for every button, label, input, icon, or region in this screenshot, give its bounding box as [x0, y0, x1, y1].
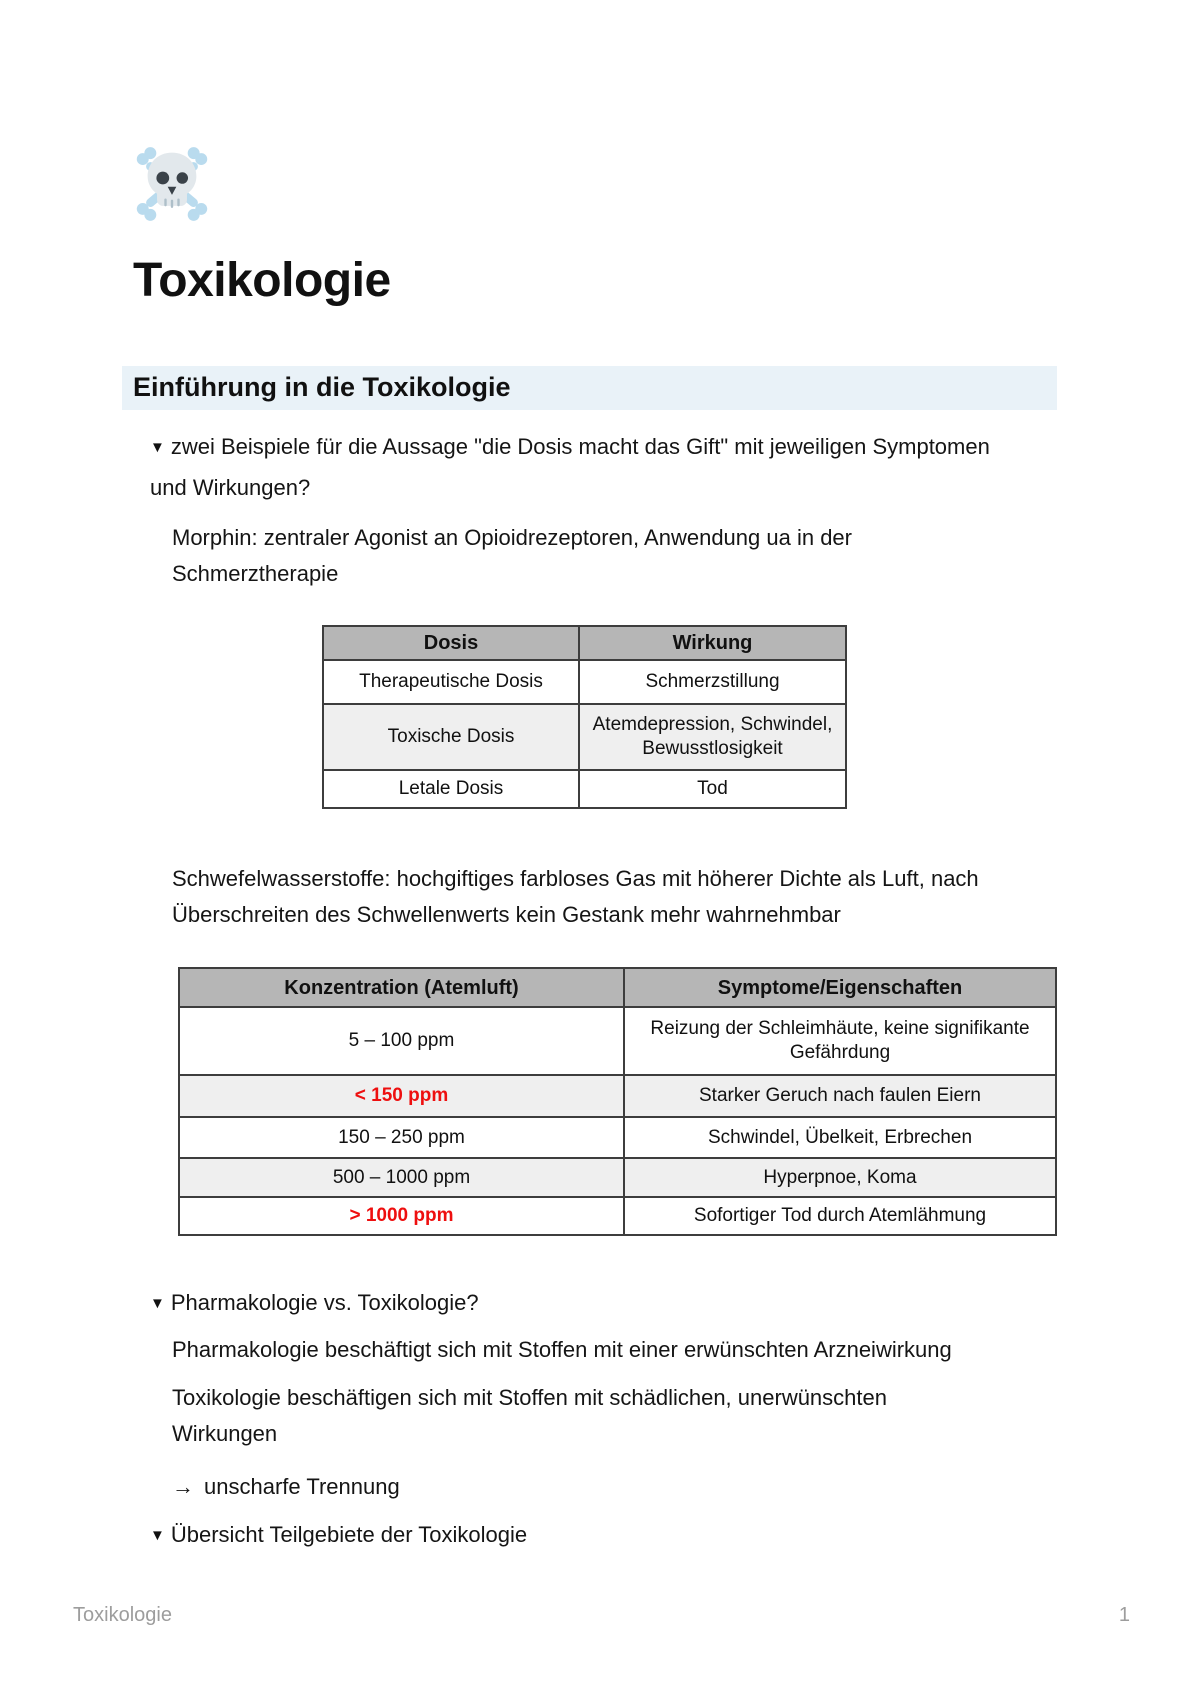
- table-cell: Schwindel, Übelkeit, Erbrechen: [623, 1116, 1057, 1159]
- table-row: Toxische Dosis Atemdepression, Schwindel…: [322, 703, 847, 771]
- table-cell: 150 – 250 ppm: [178, 1116, 625, 1159]
- footer-page-number: 1: [1118, 1604, 1130, 1626]
- table-row: > 1000 ppm Sofortiger Tod durch Atemlähm…: [178, 1196, 1057, 1236]
- table-cell: Schmerzstillung: [578, 659, 847, 705]
- table-cell-red-value: < 150 ppm: [178, 1074, 625, 1118]
- table-row: < 150 ppm Starker Geruch nach faulen Eie…: [178, 1074, 1057, 1118]
- table-cell: Tod: [578, 769, 847, 809]
- page-footer: Toxikologie 1: [73, 1604, 1130, 1627]
- toggle-block-pharmakologie: ▼ Pharmakologie vs. Toxikologie?: [150, 1283, 995, 1324]
- paragraph-unscharfe-trennung: → unscharfe Trennung: [172, 1469, 1057, 1505]
- table-cell: Atemdepression, Schwindel, Bewusstlosigk…: [578, 703, 847, 771]
- dosis-wirkung-table: Dosis Wirkung Therapeutische Dosis Schme…: [322, 625, 847, 809]
- arrow-note-label: unscharfe Trennung: [204, 1474, 400, 1499]
- page-title: Toxikologie: [133, 254, 391, 307]
- table-cell: Therapeutische Dosis: [322, 659, 580, 705]
- table-header-cell: Konzentration (Atemluft): [178, 967, 625, 1008]
- table-header-row: Dosis Wirkung: [322, 625, 847, 661]
- table-cell-red-value: > 1000 ppm: [178, 1196, 625, 1236]
- table-cell: 500 – 1000 ppm: [178, 1157, 625, 1198]
- table-cell: Toxische Dosis: [322, 703, 580, 771]
- table-row: Therapeutische Dosis Schmerzstillung: [322, 659, 847, 705]
- table-row: 500 – 1000 ppm Hyperpnoe, Koma: [178, 1157, 1057, 1198]
- toggle-label: zwei Beispiele für die Aussage "die Dosi…: [150, 434, 990, 500]
- table-header-row: Konzentration (Atemluft) Symptome/Eigens…: [178, 967, 1057, 1008]
- table-cell: Hyperpnoe, Koma: [623, 1157, 1057, 1198]
- toggle-block-examples: ▼ zwei Beispiele für die Aussage "die Dos…: [150, 427, 995, 508]
- toggle-block-uebersicht: ▼ Übersicht Teilgebiete der Toxikologie: [150, 1515, 995, 1556]
- toggle-triangle-icon: ▼: [150, 1295, 165, 1312]
- table-cell: Reizung der Schleimhäute, keine signifik…: [623, 1006, 1057, 1076]
- table-row: Letale Dosis Tod: [322, 769, 847, 809]
- table-header-cell: Symptome/Eigenschaften: [623, 967, 1057, 1008]
- right-arrow-icon: →: [172, 1474, 194, 1499]
- table-row: 5 – 100 ppm Reizung der Schleimhäute, ke…: [178, 1006, 1057, 1076]
- paragraph-pharmakologie: Pharmakologie beschäftigt sich mit Stoff…: [172, 1337, 952, 1362]
- toggle-label: Pharmakologie vs. Toxikologie?: [170, 1290, 479, 1315]
- table-cell: 5 – 100 ppm: [178, 1006, 625, 1076]
- toggle-label: Übersicht Teilgebiete der Toxikologie: [170, 1522, 528, 1547]
- skull-and-crossbones-icon: [133, 145, 211, 223]
- footer-document-title: Toxikologie: [73, 1604, 172, 1626]
- paragraph-schwefelwasserstoffe: Schwefelwasserstoffe: hochgiftiges farbl…: [172, 866, 979, 927]
- table-header-cell: Dosis: [322, 625, 580, 661]
- toggle-triangle-icon: ▼: [150, 439, 165, 456]
- table-cell: Letale Dosis: [322, 769, 580, 809]
- paragraph-toxikologie: Toxikologie beschäftigen sich mit Stoffe…: [172, 1385, 887, 1446]
- toggle-triangle-icon: ▼: [150, 1527, 165, 1544]
- konzentration-symptome-table: Konzentration (Atemluft) Symptome/Eigens…: [178, 967, 1057, 1236]
- table-cell: Sofortiger Tod durch Atemlähmung: [623, 1196, 1057, 1236]
- paragraph-morphin: Morphin: zentraler Agonist an Opioidreze…: [172, 525, 852, 586]
- section-heading: Einführung in die Toxikologie: [122, 366, 1057, 410]
- table-cell: Starker Geruch nach faulen Eiern: [623, 1074, 1057, 1118]
- table-header-cell: Wirkung: [578, 625, 847, 661]
- table-row: 150 – 250 ppm Schwindel, Übelkeit, Erbre…: [178, 1116, 1057, 1159]
